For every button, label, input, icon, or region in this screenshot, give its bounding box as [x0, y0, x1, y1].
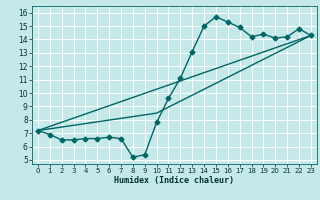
X-axis label: Humidex (Indice chaleur): Humidex (Indice chaleur) [115, 176, 234, 185]
